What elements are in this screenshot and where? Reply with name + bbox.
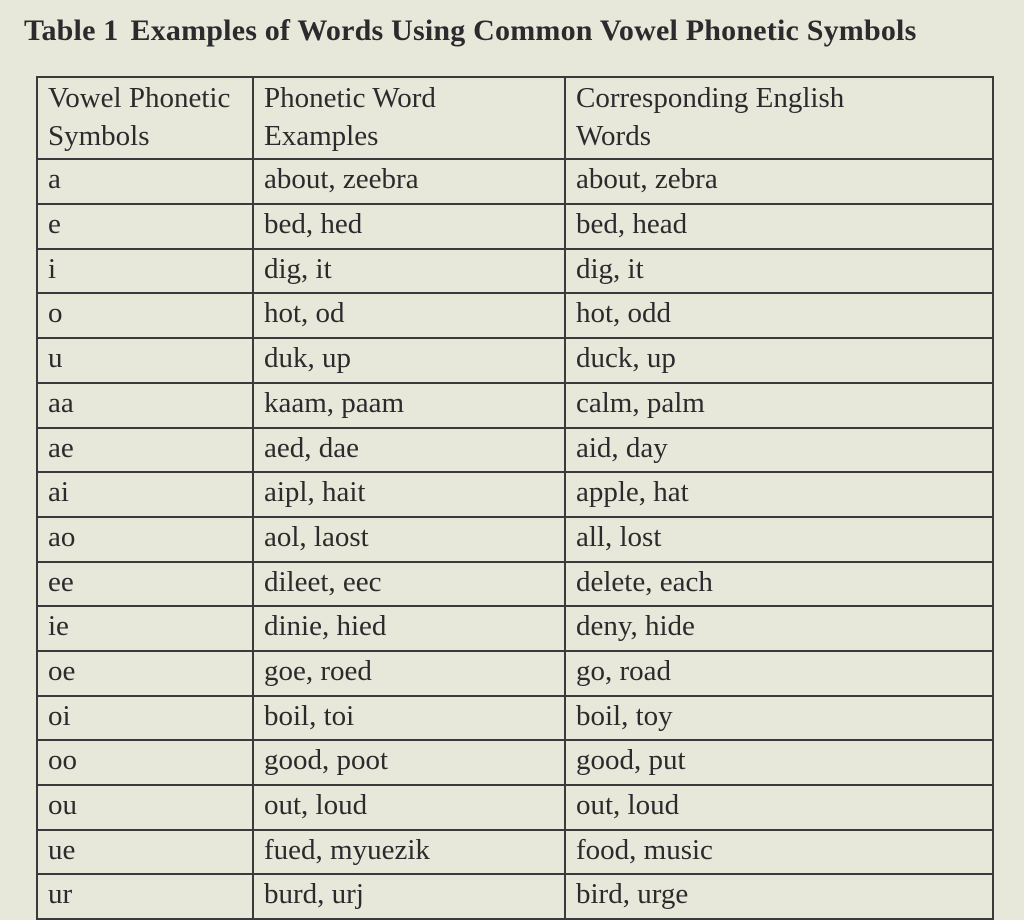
cell-example: hot, od bbox=[253, 293, 565, 338]
col-header-line1: Corresponding English bbox=[576, 82, 844, 114]
col-header-examples: Phonetic Word Examples bbox=[253, 77, 565, 159]
cell-english: hot, odd bbox=[565, 293, 993, 338]
cell-symbol: oo bbox=[37, 740, 253, 785]
table-row: oiboil, toiboil, toy bbox=[37, 696, 993, 741]
table-row: oegoe, roedgo, road bbox=[37, 651, 993, 696]
cell-example: dileet, eec bbox=[253, 562, 565, 607]
cell-example: dinie, hied bbox=[253, 606, 565, 651]
cell-example: burd, urj bbox=[253, 874, 565, 919]
cell-english: bird, urge bbox=[565, 874, 993, 919]
cell-english: deny, hide bbox=[565, 606, 993, 651]
table-row: idig, itdig, it bbox=[37, 249, 993, 294]
table-row: ebed, hedbed, head bbox=[37, 204, 993, 249]
cell-english: dig, it bbox=[565, 249, 993, 294]
cell-english: go, road bbox=[565, 651, 993, 696]
table-row: oogood, pootgood, put bbox=[37, 740, 993, 785]
cell-symbol: i bbox=[37, 249, 253, 294]
cell-symbol: ie bbox=[37, 606, 253, 651]
cell-english: about, zebra bbox=[565, 159, 993, 204]
table-row: aabout, zeebraabout, zebra bbox=[37, 159, 993, 204]
cell-example: about, zeebra bbox=[253, 159, 565, 204]
cell-example: aipl, hait bbox=[253, 472, 565, 517]
table-row: aeaed, daeaid, day bbox=[37, 428, 993, 473]
cell-english: boil, toy bbox=[565, 696, 993, 741]
table-row: aakaam, paamcalm, palm bbox=[37, 383, 993, 428]
cell-example: kaam, paam bbox=[253, 383, 565, 428]
page-container: Table 1 Examples of Words Using Common Vo… bbox=[0, 0, 1024, 920]
cell-example: fued, myuezik bbox=[253, 830, 565, 875]
cell-example: duk, up bbox=[253, 338, 565, 383]
table-row: ouout, loudout, loud bbox=[37, 785, 993, 830]
table-row: iedinie, hieddeny, hide bbox=[37, 606, 993, 651]
cell-symbol: ee bbox=[37, 562, 253, 607]
table-row: aiaipl, haitapple, hat bbox=[37, 472, 993, 517]
table-row: uduk, upduck, up bbox=[37, 338, 993, 383]
cell-english: apple, hat bbox=[565, 472, 993, 517]
cell-english: out, loud bbox=[565, 785, 993, 830]
table-title-label: Table 1 bbox=[24, 14, 119, 47]
cell-symbol: o bbox=[37, 293, 253, 338]
table-row: eedileet, eecdelete, each bbox=[37, 562, 993, 607]
cell-english: good, put bbox=[565, 740, 993, 785]
col-header-line2: Examples bbox=[264, 120, 378, 152]
cell-symbol: oi bbox=[37, 696, 253, 741]
cell-symbol: ao bbox=[37, 517, 253, 562]
cell-symbol: e bbox=[37, 204, 253, 249]
cell-english: duck, up bbox=[565, 338, 993, 383]
cell-symbol: ae bbox=[37, 428, 253, 473]
cell-english: calm, palm bbox=[565, 383, 993, 428]
table-row: aoaol, laostall, lost bbox=[37, 517, 993, 562]
col-header-line1: Phonetic Word bbox=[264, 82, 436, 114]
table-title: Table 1 Examples of Words Using Common Vo… bbox=[24, 14, 1002, 48]
cell-english: aid, day bbox=[565, 428, 993, 473]
phonetic-table: Vowel Phonetic Symbols Phonetic Word Exa… bbox=[36, 76, 994, 920]
cell-example: aed, dae bbox=[253, 428, 565, 473]
cell-example: out, loud bbox=[253, 785, 565, 830]
cell-example: aol, laost bbox=[253, 517, 565, 562]
table-header-row: Vowel Phonetic Symbols Phonetic Word Exa… bbox=[37, 77, 993, 159]
col-header-line2: Symbols bbox=[48, 120, 150, 152]
table-row: uefued, myuezikfood, music bbox=[37, 830, 993, 875]
table-row: ohot, odhot, odd bbox=[37, 293, 993, 338]
table-row: urburd, urjbird, urge bbox=[37, 874, 993, 919]
cell-symbol: a bbox=[37, 159, 253, 204]
cell-symbol: ou bbox=[37, 785, 253, 830]
cell-example: good, poot bbox=[253, 740, 565, 785]
cell-english: bed, head bbox=[565, 204, 993, 249]
cell-example: boil, toi bbox=[253, 696, 565, 741]
cell-symbol: aa bbox=[37, 383, 253, 428]
col-header-symbols: Vowel Phonetic Symbols bbox=[37, 77, 253, 159]
cell-english: delete, each bbox=[565, 562, 993, 607]
cell-example: bed, hed bbox=[253, 204, 565, 249]
col-header-line2: Words bbox=[576, 120, 651, 152]
cell-english: all, lost bbox=[565, 517, 993, 562]
table-body: aabout, zeebraabout, zebra ebed, hedbed,… bbox=[37, 159, 993, 919]
cell-symbol: ai bbox=[37, 472, 253, 517]
table-title-text: Examples of Words Using Common Vowel Pho… bbox=[131, 14, 917, 47]
cell-symbol: ue bbox=[37, 830, 253, 875]
col-header-line1: Vowel Phonetic bbox=[48, 82, 230, 114]
cell-example: goe, roed bbox=[253, 651, 565, 696]
col-header-english: Corresponding English Words bbox=[565, 77, 993, 159]
cell-example: dig, it bbox=[253, 249, 565, 294]
cell-symbol: oe bbox=[37, 651, 253, 696]
cell-symbol: u bbox=[37, 338, 253, 383]
cell-symbol: ur bbox=[37, 874, 253, 919]
cell-english: food, music bbox=[565, 830, 993, 875]
